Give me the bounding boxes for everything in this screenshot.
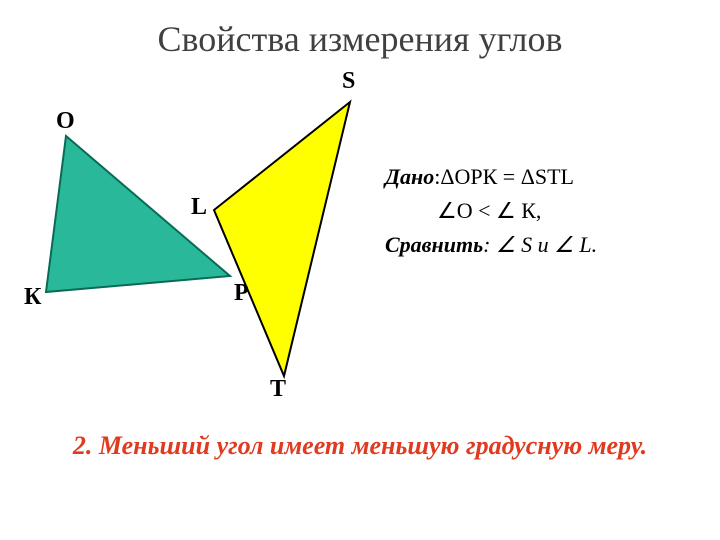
given-line-3: Сравнить: ∠ S и ∠ L. xyxy=(385,228,705,262)
triangles-svg xyxy=(20,80,400,410)
compare-rest: : ∠ S и ∠ L. xyxy=(483,232,597,257)
given-line-1: Дано:ΔОРК = ΔSTL xyxy=(385,160,705,194)
vertex-label-t: T xyxy=(270,376,286,403)
slide: Свойства измерения углов О К Р S L T Дан… xyxy=(0,0,720,540)
given-angles: ∠О < ∠ К, xyxy=(437,198,541,223)
vertex-label-o: О xyxy=(56,108,75,135)
triangle-stl xyxy=(214,102,350,376)
page-title: Свойства измерения углов xyxy=(0,18,720,60)
vertex-label-k: К xyxy=(24,284,41,311)
conclusion-text: 2. Меньший угол имеет меньшую градусную … xyxy=(0,430,720,463)
given-block: Дано:ΔОРК = ΔSTL ∠О < ∠ К, Сравнить: ∠ S… xyxy=(385,160,705,262)
conclusion-a: Меньший угол имеет xyxy=(99,431,352,460)
conclusion-num: 2. xyxy=(73,431,99,460)
vertex-label-l: L xyxy=(191,194,207,221)
label-compare: Сравнить xyxy=(385,232,483,257)
given-line-2: ∠О < ∠ К, xyxy=(385,194,705,228)
vertex-label-p: Р xyxy=(234,280,249,307)
geometry-diagram: О К Р S L T xyxy=(20,80,400,380)
given-eq: :ΔОРК = ΔSTL xyxy=(434,164,574,189)
conclusion-b: меньшую градусную меру. xyxy=(352,431,647,460)
label-dano: Дано xyxy=(385,164,434,189)
vertex-label-s: S xyxy=(342,68,355,95)
